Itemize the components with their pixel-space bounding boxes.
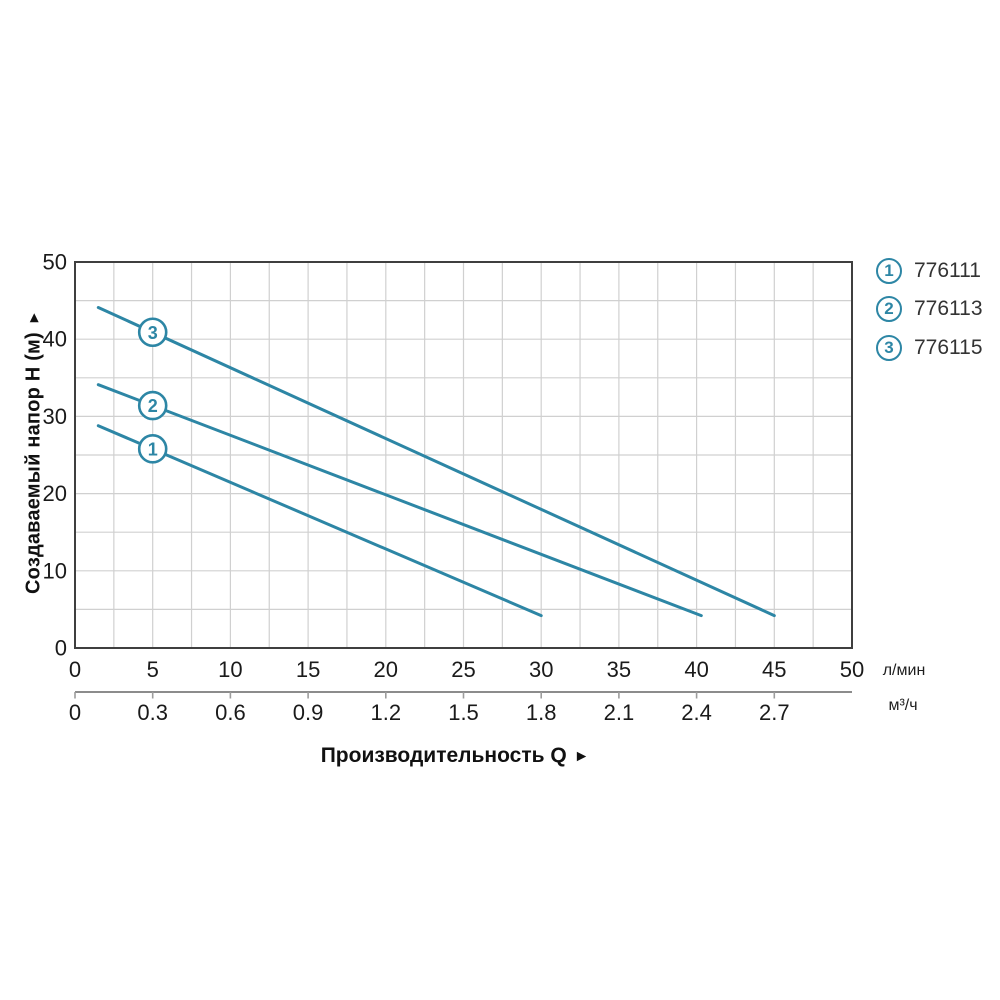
curve-marker-3	[137, 317, 168, 348]
secondary-x-tick-label: 2.7	[759, 700, 790, 725]
right-arrow-icon: ►	[573, 748, 590, 765]
secondary-x-tick-label: 1.8	[526, 700, 557, 725]
y-tick-label: 0	[55, 636, 67, 661]
x-tick-label: 45	[762, 657, 786, 682]
secondary-x-tick-label: 0.3	[137, 700, 168, 725]
legend-item: 2 776113	[876, 296, 983, 323]
x-tick-label: 0	[69, 657, 81, 682]
y-axis-title: Создаваемый напор H (м) ►	[23, 310, 46, 594]
curve-marker-number-2: 2	[148, 396, 158, 416]
secondary-x-tick-label: 1.5	[448, 700, 479, 725]
x-tick-label: 50	[840, 657, 864, 682]
secondary-x-tick-label: 0	[69, 700, 81, 725]
curve-marker-2	[137, 390, 168, 421]
plot-border	[74, 261, 853, 649]
series-3-marker-icon: 3	[876, 334, 902, 361]
up-arrow-icon: ►	[25, 310, 43, 326]
legend-item: 1 776111	[876, 257, 983, 284]
primary-unit-label: л/мин	[882, 662, 926, 679]
secondary-x-tick-label: 0.6	[215, 700, 246, 725]
x-tick-label: 40	[684, 657, 708, 682]
y-tick-label: 10	[43, 558, 67, 583]
x-tick-label: 35	[607, 657, 631, 682]
y-tick-label: 30	[43, 404, 67, 429]
x-axis-title: Производительность Q ►	[321, 744, 590, 768]
x-tick-label: 25	[451, 657, 475, 682]
series-1-label: 776111	[914, 258, 981, 282]
curve-2	[96, 383, 703, 618]
y-tick-label: 40	[43, 327, 67, 352]
x-tick-label: 30	[529, 657, 553, 682]
curve-marker-1	[137, 434, 168, 464]
curve-marker-number-3: 3	[148, 323, 158, 343]
x-tick-label: 5	[147, 657, 159, 682]
x-tick-label: 10	[218, 657, 242, 682]
legend: 1 776111 2 776113 3 776115	[876, 257, 983, 361]
curve-1	[96, 424, 543, 618]
series-1-marker-icon: 1	[876, 257, 902, 284]
secondary-x-tick-label: 1.2	[371, 700, 402, 725]
series-2-label: 776113	[914, 297, 983, 320]
y-axis-title-text: Создаваемый напор H (м)	[22, 332, 45, 594]
legend-item: 3 776115	[876, 334, 983, 361]
y-tick-label: 20	[43, 481, 67, 506]
secondary-x-tick-label: 2.4	[681, 700, 712, 725]
y-tick-label: 50	[43, 250, 67, 275]
secondary-x-tick-label: 0.9	[293, 700, 324, 725]
x-tick-label: 15	[296, 657, 320, 682]
series-3-label: 776115	[914, 335, 983, 359]
x-tick-label: 20	[374, 657, 398, 682]
curve-marker-number-1: 1	[148, 439, 158, 459]
secondary-x-tick-label: 2.1	[604, 700, 635, 725]
curve-3	[96, 306, 776, 618]
x-axis-title-text: Производительность Q	[320, 744, 567, 767]
secondary-unit-label: м³/ч	[888, 697, 918, 714]
series-2-marker-icon: 2	[876, 296, 902, 322]
